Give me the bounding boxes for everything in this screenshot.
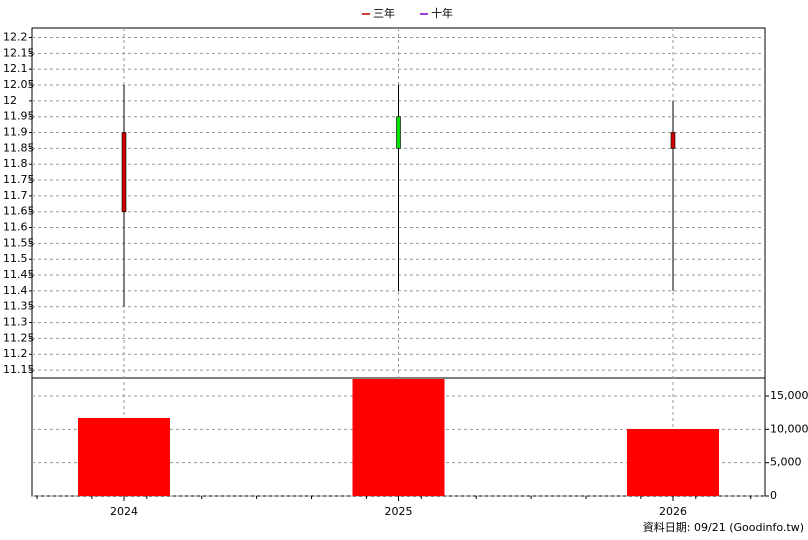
legend-label: 三年: [373, 6, 395, 20]
y-tick-label: 11.75: [3, 173, 35, 186]
y-tick-label: 11.8: [3, 157, 28, 170]
y2-tick-label: 5,000: [770, 456, 802, 469]
y-tick-label: 11.2: [3, 347, 28, 360]
y-tick-label: 12.2: [3, 31, 28, 44]
y-tick-label: 12.15: [3, 46, 35, 59]
y-tick-label: 11.85: [3, 141, 35, 154]
y-tick-label: 11.7: [3, 189, 28, 202]
y-tick-label: 12: [3, 94, 17, 107]
y-tick-label: 11.4: [3, 284, 28, 297]
candle-body: [670, 132, 676, 149]
candle-body: [396, 116, 401, 149]
volume-bar: [627, 429, 719, 496]
y-tick-label: 12.05: [3, 78, 35, 91]
y-tick-label: 11.3: [3, 316, 28, 329]
volume-bar: [78, 418, 170, 496]
y-tick-label: 11.95: [3, 110, 35, 123]
footer: 資料日期: 09/21 (Goodinfo.tw): [643, 520, 804, 534]
y2-tick-label: 0: [770, 489, 777, 502]
y-tick-label: 11.6: [3, 221, 28, 234]
y-tick-label: 11.15: [3, 363, 35, 376]
y2-tick-label: 10,000: [770, 422, 808, 435]
y-tick-label: 11.65: [3, 205, 35, 218]
volume-bar: [352, 379, 445, 496]
y-tick-label: 11.5: [3, 252, 28, 265]
y-tick-label: 11.25: [3, 331, 35, 344]
y2-tick-label: 15,000: [770, 389, 808, 402]
legend-label: 十年: [431, 6, 453, 20]
x-tick-label: 2024: [110, 505, 138, 518]
x-tick-label: 2025: [385, 505, 413, 518]
y-tick-label: 11.55: [3, 236, 35, 249]
candle-body: [121, 132, 127, 213]
x-tick-label: 2026: [659, 505, 687, 518]
y-tick-label: 11.9: [3, 126, 28, 139]
y-tick-label: 12.1: [3, 62, 28, 75]
y-tick-label: 11.45: [3, 268, 35, 281]
y-tick-label: 11.35: [3, 300, 35, 313]
